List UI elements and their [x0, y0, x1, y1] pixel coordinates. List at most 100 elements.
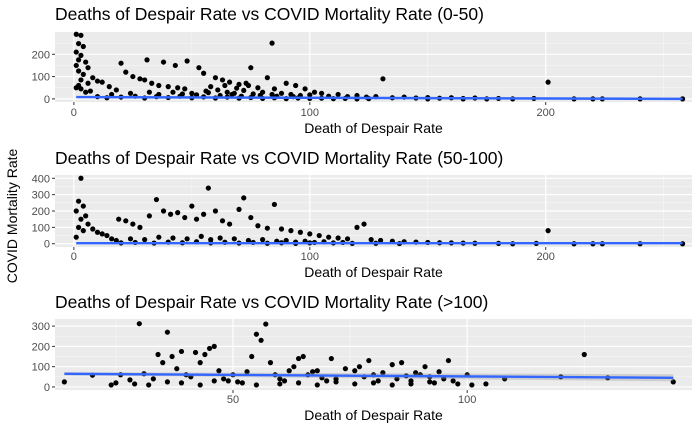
data-point — [90, 226, 96, 232]
data-point — [170, 235, 176, 241]
data-point — [90, 75, 96, 81]
data-point — [130, 221, 136, 227]
data-point — [73, 208, 79, 214]
y-tick-label: 0 — [44, 382, 50, 394]
data-point — [175, 85, 181, 91]
data-point — [344, 236, 351, 242]
data-point — [352, 368, 358, 374]
data-point — [83, 213, 89, 219]
y-tick-label: 400 — [32, 173, 50, 185]
data-point — [300, 353, 306, 360]
data-point — [99, 231, 105, 237]
data-point — [670, 379, 676, 385]
x-tick-label: 50 — [227, 394, 239, 406]
panel-1: 0 100 200 0 100 200 Deaths of Despair Rate vs … — [32, 4, 692, 136]
data-point — [342, 366, 348, 372]
data-point — [366, 357, 372, 364]
data-point — [271, 201, 278, 208]
data-point — [469, 382, 475, 388]
y-tick-label: 200 — [32, 49, 50, 61]
data-point — [263, 321, 269, 327]
data-point — [225, 378, 231, 384]
data-point — [78, 175, 84, 181]
data-point — [193, 216, 200, 222]
data-point — [94, 78, 101, 84]
data-point — [164, 329, 171, 335]
x-axis-label: Death of Despair Rate — [304, 407, 443, 423]
data-point — [377, 237, 384, 244]
data-point — [239, 380, 245, 386]
data-point — [160, 59, 167, 65]
data-point — [132, 381, 138, 387]
data-point — [150, 376, 156, 382]
data-point — [142, 237, 148, 243]
data-point — [169, 353, 175, 360]
data-point — [277, 381, 283, 387]
data-point — [445, 357, 452, 364]
data-point — [75, 40, 82, 47]
data-point — [375, 378, 381, 384]
data-point — [137, 76, 143, 82]
x-tick-label: 100 — [301, 251, 319, 263]
data-point — [277, 376, 283, 382]
data-point — [224, 89, 230, 95]
y-tick-label: 200 — [32, 206, 50, 218]
data-point — [389, 362, 395, 368]
data-point — [211, 378, 217, 384]
data-point — [75, 198, 82, 204]
data-point — [113, 87, 119, 93]
data-point — [99, 79, 105, 85]
data-point — [85, 80, 91, 86]
y-tick-label: 100 — [32, 72, 50, 84]
data-point — [83, 59, 89, 65]
trend-line — [64, 372, 674, 380]
data-point — [241, 87, 247, 94]
y-tick-label: 0 — [44, 94, 50, 106]
data-point — [80, 71, 86, 77]
data-point — [175, 210, 181, 216]
data-point — [229, 91, 235, 98]
data-point — [144, 57, 150, 63]
data-point — [83, 89, 89, 95]
data-point — [78, 77, 84, 83]
data-point — [370, 380, 377, 386]
data-point — [172, 62, 178, 69]
data-point — [184, 236, 190, 242]
data-point — [156, 234, 162, 240]
data-point — [545, 79, 551, 85]
data-point — [231, 236, 237, 242]
data-point — [352, 381, 358, 387]
y-tick-label: 0 — [44, 239, 50, 251]
data-point — [153, 196, 160, 203]
data-point — [226, 221, 233, 227]
y-tick-label: 200 — [32, 341, 50, 353]
data-point — [109, 236, 115, 242]
data-point — [182, 86, 188, 92]
data-point — [314, 382, 320, 388]
data-point — [146, 89, 152, 95]
plot-background — [55, 32, 692, 102]
data-point — [73, 62, 79, 69]
data-point — [80, 43, 86, 50]
data-point — [307, 92, 313, 98]
data-point — [281, 378, 288, 384]
x-tick-label: 200 — [537, 251, 555, 263]
trend-line — [76, 95, 683, 101]
data-point — [260, 237, 266, 243]
data-point — [189, 203, 195, 209]
panel-2: 0 100 200 0 100 200 300 400 Deaths of Despair Ra… — [32, 148, 692, 280]
data-point — [137, 224, 143, 230]
data-point — [335, 91, 341, 98]
data-point — [205, 185, 211, 191]
data-point — [123, 69, 129, 75]
data-point — [326, 234, 332, 240]
data-point — [198, 233, 204, 239]
data-point — [291, 364, 297, 370]
data-point — [75, 224, 82, 230]
data-point — [170, 89, 176, 95]
data-point — [94, 229, 101, 235]
data-point — [78, 86, 84, 92]
data-point — [142, 77, 148, 83]
data-point — [75, 57, 82, 63]
